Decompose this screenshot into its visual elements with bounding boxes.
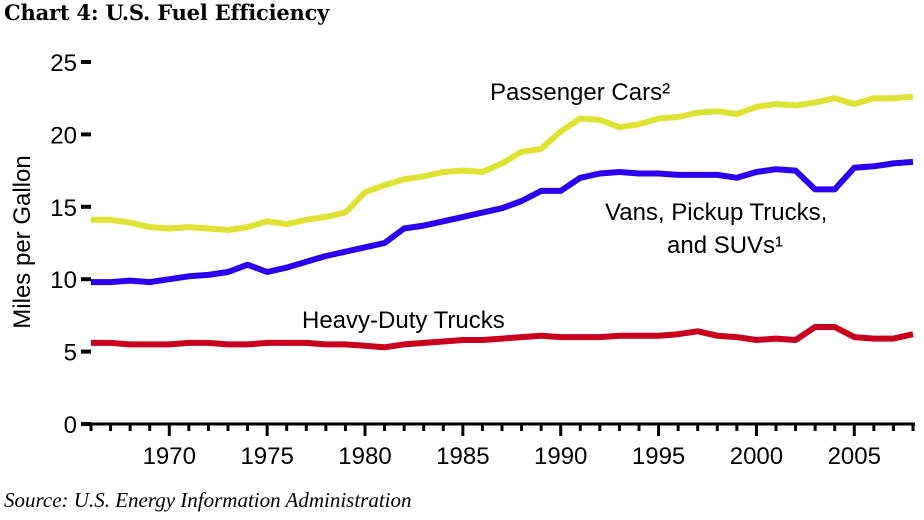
x-tick-label: 1975 <box>240 443 293 470</box>
series-line-heavy-duty-trucks <box>91 324 914 351</box>
x-tick-label: 1970 <box>143 443 196 470</box>
series-label-passenger-cars: Passenger Cars² <box>490 79 670 106</box>
y-tick-label: 20 <box>50 122 77 149</box>
y-tick-label: 5 <box>64 340 77 367</box>
x-tick-label: 1995 <box>632 443 685 470</box>
y-tick-label: 10 <box>50 267 77 294</box>
y-tick-label: 25 <box>50 50 77 77</box>
series-line-vans-pickup-trucks-and-suvs <box>91 158 914 286</box>
source-note: Source: U.S. Energy Information Administ… <box>4 488 412 512</box>
y-tick-label: 0 <box>64 412 77 439</box>
x-tick-label: 1990 <box>534 443 587 470</box>
y-tick-label: 15 <box>50 195 77 222</box>
series-line-passenger-cars <box>91 93 914 233</box>
chart-title: Chart 4: U.S. Fuel Efficiency <box>4 0 330 25</box>
series-lines <box>91 93 914 351</box>
x-axis: 1970 1975 1980 1985 1990 1995 2000 2005 <box>89 422 915 470</box>
x-tick-label: 1980 <box>338 443 391 470</box>
x-tick-label: 2005 <box>828 443 881 470</box>
x-tick-label: 1985 <box>436 443 489 470</box>
y-axis-title: Miles per Gallon <box>9 155 36 328</box>
y-axis: 0 5 10 15 20 25 <box>50 50 91 439</box>
series-label-vans-line1: Vans, Pickup Trucks, <box>605 199 827 226</box>
series-label-vans-line2: and SUVs¹ <box>667 232 783 259</box>
series-label-heavy-duty: Heavy-Duty Trucks <box>302 307 505 334</box>
x-tick-label: 2000 <box>730 443 783 470</box>
